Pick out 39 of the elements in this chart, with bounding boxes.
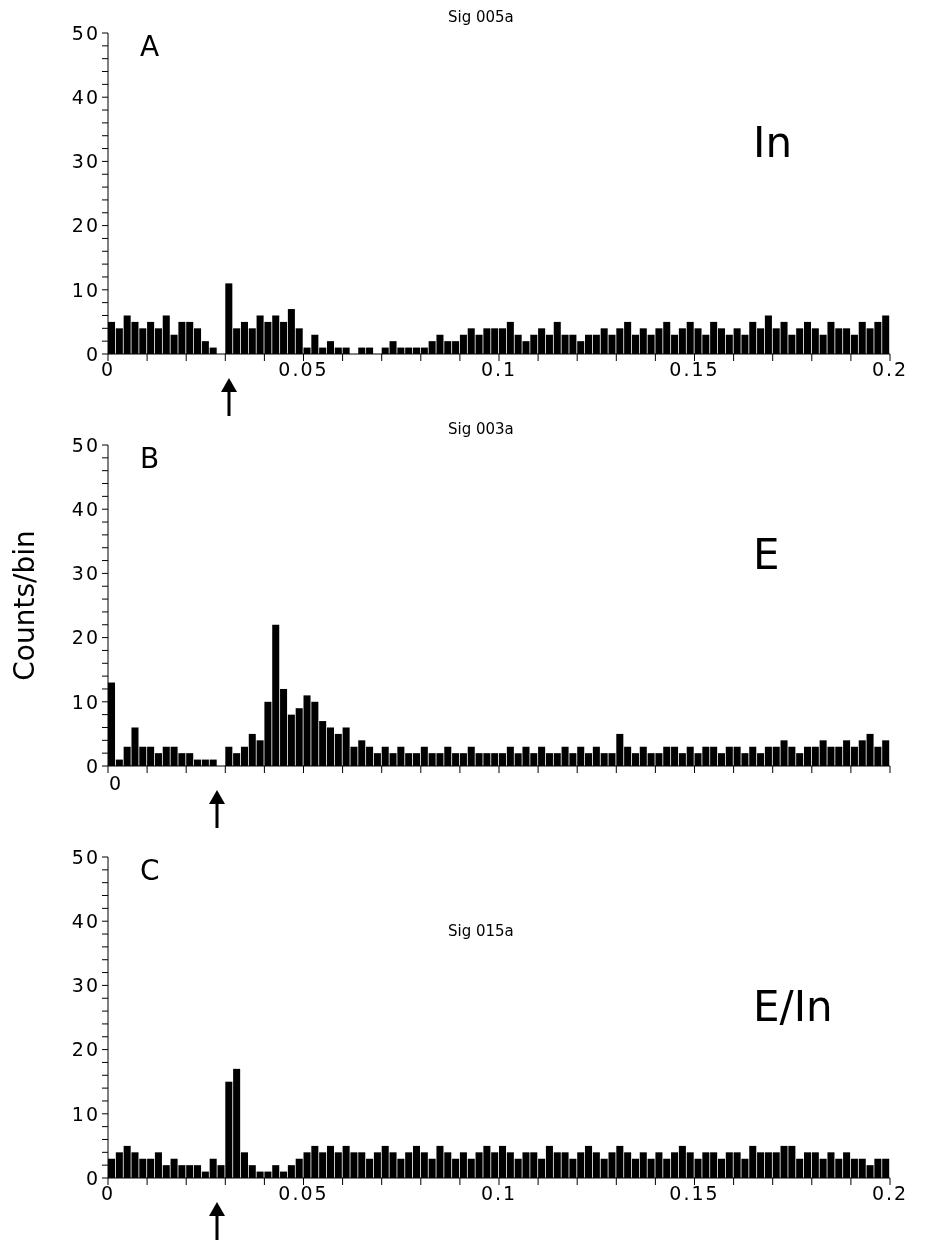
text: 0 [109, 772, 122, 794]
y-tick-label: 0 [85, 342, 100, 365]
y-tick-label: 40 [71, 85, 100, 108]
y-axis-title: Counts/bin [7, 530, 41, 681]
y-tick-label: 40 [71, 909, 100, 932]
x-tick-label: 0.1 [480, 1182, 518, 1205]
y-tick-label: 40 [71, 497, 100, 520]
y-tick-label: 10 [71, 690, 100, 713]
x-tick-label: 0 [100, 1182, 116, 1205]
y-tick-label: 10 [71, 278, 100, 301]
annotation: A [140, 30, 160, 63]
x-tick-label: 0 [100, 358, 116, 381]
annotation: E [753, 530, 780, 579]
x-tick-label: 0.15 [669, 1182, 720, 1205]
y-tick-label: 20 [71, 626, 100, 649]
y-tick-label: 50 [71, 845, 100, 868]
y-tick-label: 30 [71, 562, 100, 585]
y-tick-label: 50 [71, 433, 100, 456]
annotation: In [753, 118, 793, 167]
x-tick-label: 0.05 [278, 358, 329, 381]
x-tick-label: 0.2 [871, 358, 909, 381]
chart-title: Sig 005a [448, 8, 514, 26]
chart-title: Sig 003a [448, 420, 514, 438]
y-tick-label: 20 [71, 214, 100, 237]
annotation: C [140, 854, 160, 887]
y-tick-label: 0 [85, 754, 100, 777]
annotation: B [140, 442, 160, 475]
y-tick-label: 10 [71, 1102, 100, 1125]
text: Sig 015a [448, 922, 514, 940]
x-tick-label: 0.2 [871, 1182, 909, 1205]
x-tick-label: 0.15 [669, 358, 720, 381]
annotation: E/In [753, 982, 833, 1031]
y-tick-label: 50 [71, 21, 100, 44]
y-tick-label: 0 [85, 1166, 100, 1189]
y-tick-label: 30 [71, 974, 100, 997]
y-tick-label: 20 [71, 1038, 100, 1061]
x-tick-label: 0.05 [278, 1182, 329, 1205]
x-tick-label: 0.1 [480, 358, 518, 381]
y-tick-label: 30 [71, 150, 100, 173]
